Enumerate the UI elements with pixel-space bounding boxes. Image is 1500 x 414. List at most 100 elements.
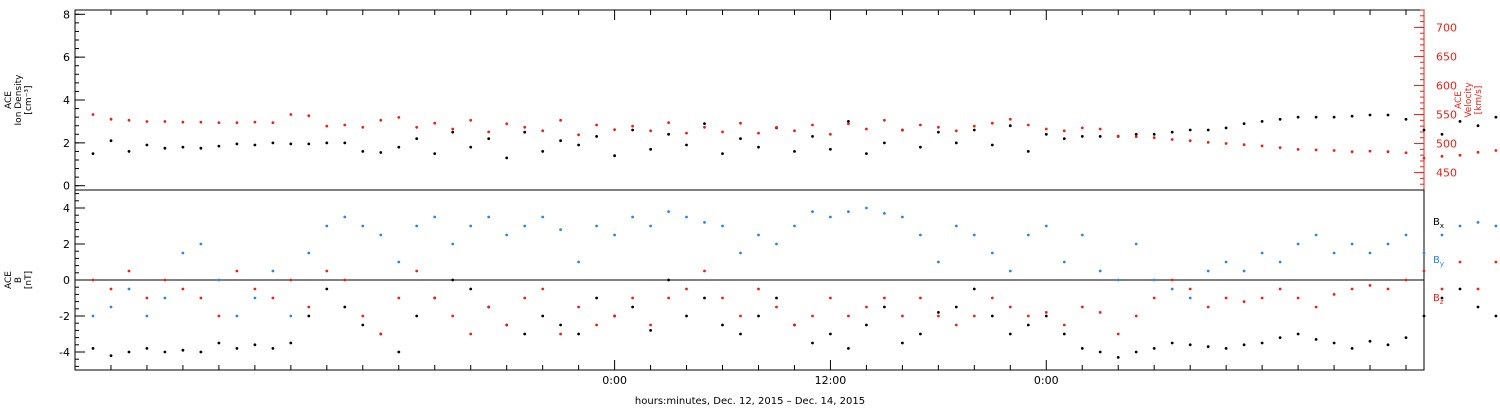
x-tick-label: 0:00 [602,374,627,387]
velocity-point [325,124,329,128]
b-by-point [397,260,401,264]
b-by-point [829,215,832,219]
density-point [954,141,958,145]
density-point [523,130,527,134]
b-by-point [1296,242,1300,246]
velocity-point [667,121,670,124]
b-bx-point [217,341,221,345]
b-by-point [1422,251,1426,255]
velocity-point [127,118,131,122]
b-by-point [523,224,527,228]
density-point [1026,150,1030,153]
b-bx-point [1098,350,1102,354]
b-by-point [505,233,509,237]
b-bz-point [901,314,904,318]
density-point [1332,115,1336,119]
b-bx-point [91,347,95,350]
b-bz-point [1494,260,1498,264]
density-point [541,150,545,153]
density-point [1044,132,1048,136]
density-point [972,128,976,132]
b-by-point [1368,251,1372,255]
b-bz-point [1332,293,1336,296]
density-point [1422,128,1426,132]
velocity-point [1224,142,1228,145]
b-bx-point [990,314,994,318]
density-point [577,143,580,147]
b-by-point [451,242,455,246]
b-by-point [361,224,365,228]
y-tick-label: -4 [59,346,70,359]
velocity-point [829,132,832,136]
density-point [937,130,940,134]
b-bx-point [937,311,940,314]
y-axis-label: [nT] [24,271,34,289]
b-bx-point [127,350,131,354]
b-bz-point [415,269,419,273]
density-point [343,141,347,145]
velocity-point [379,118,383,122]
b-by-point [1440,233,1444,237]
velocity-point [109,117,113,121]
b-bx-point [343,305,347,309]
b-bx-point [1422,314,1426,318]
b-by-point [145,314,149,318]
b-by-point [307,251,311,255]
b-by-point [703,221,706,224]
magnetic-field-panel: -4 -2 0 2 4 ACE B [nT] Bx By Bz [4,189,1498,371]
b-bx-point [451,278,455,282]
b-bx-point [811,341,814,345]
b-by-point [541,215,545,219]
b-bx-point [559,323,562,327]
velocity-point [703,125,706,129]
b-bz-point [793,323,796,327]
b-bz-point [739,314,742,318]
b-bz-point [937,314,940,318]
density-point [1152,132,1156,136]
velocity-point [1422,156,1426,160]
b-bz-point [577,305,580,309]
density-point [235,142,239,146]
b-by-point [109,305,113,309]
velocity-point [775,125,778,129]
b-by-point [1188,296,1192,300]
velocity-point [1170,138,1174,141]
b-bz-point [775,305,778,309]
velocity-point [1350,150,1354,154]
b-bz-point [1404,278,1408,282]
velocity-point [253,120,257,124]
velocity-point [1134,135,1138,139]
velocity-point [721,130,724,134]
density-point [667,132,670,136]
b-bx-point [1008,332,1012,336]
velocity-point [307,114,311,118]
b-by-point [1008,269,1012,273]
density-point [451,130,455,134]
y-axis-label: [cm⁻³] [24,85,34,114]
b-by-point [577,260,580,264]
velocity-point [1026,123,1030,127]
b-bx-point [901,341,904,345]
density-point [1062,137,1066,141]
density-point [685,143,688,147]
velocity-point [1296,148,1300,151]
y-tick-label: 2 [63,137,70,150]
density-point [883,141,886,145]
velocity-point [91,113,95,116]
b-by-point [181,251,185,255]
b-bz-point [433,296,437,300]
b-bx-point [1278,336,1282,339]
density-point [109,139,113,143]
velocity-point [793,129,796,133]
b-by-point [559,228,562,232]
density-point [793,150,796,153]
y-axis-label: Ion Density [14,74,24,126]
density-point [271,141,275,145]
b-bz-point [667,296,670,300]
b-by-point [217,278,221,282]
velocity-point [199,120,203,124]
velocity-point [1260,144,1264,148]
b-bx-point [667,278,670,282]
